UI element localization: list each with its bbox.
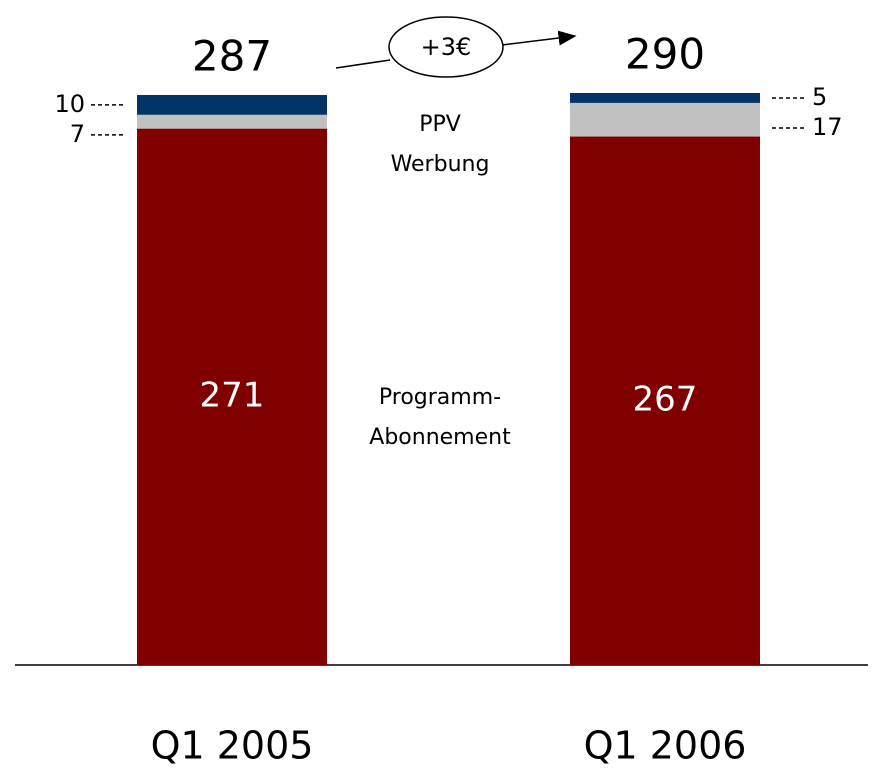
segment-label: 10: [54, 90, 85, 118]
segment-label: 267: [633, 379, 698, 419]
bar-segment: [570, 102, 760, 137]
series-name: PPV: [419, 112, 461, 137]
x-tick-label: Q1 2005: [151, 724, 314, 768]
segment-label: 17: [812, 113, 843, 141]
arrow-head: [501, 30, 577, 46]
x-tick-label: Q1 2006: [584, 724, 747, 768]
total-label: 290: [625, 30, 705, 79]
series-name: Programm-Abonnement: [369, 385, 511, 450]
bar-segment: [137, 128, 327, 666]
segment-label: 7: [70, 120, 85, 148]
annotation: +3€: [421, 33, 472, 61]
series-name: Werbung: [391, 152, 490, 177]
bar-segment: [137, 114, 327, 129]
bar-segment: [137, 94, 327, 115]
segment-label: 5: [812, 83, 827, 111]
segment-label: 271: [200, 375, 265, 415]
bar-segment: [570, 93, 760, 103]
bar-segment: [570, 136, 760, 665]
annotation-ellipse: [388, 16, 504, 78]
arrow-tail: [335, 59, 391, 69]
total-label: 287: [192, 31, 272, 80]
